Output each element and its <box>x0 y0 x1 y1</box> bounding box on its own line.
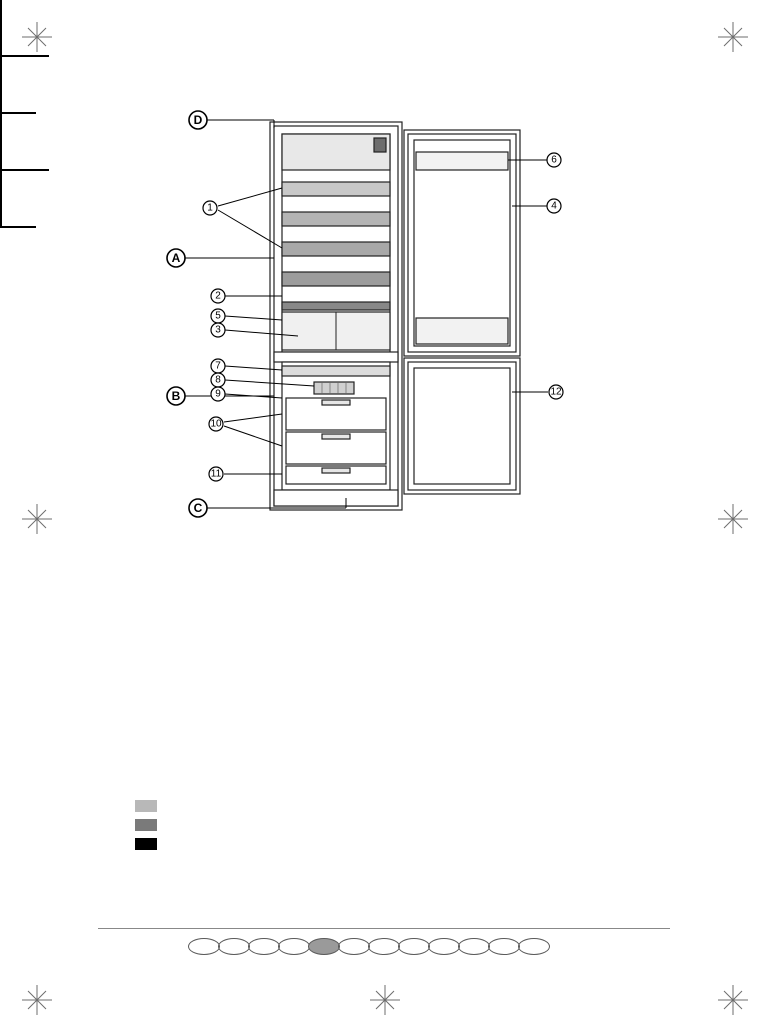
page-dot <box>248 938 280 955</box>
svg-text:8: 8 <box>215 375 221 386</box>
page-dot <box>458 938 490 955</box>
svg-text:4: 4 <box>551 201 557 212</box>
crop-mark-icon <box>718 985 748 1015</box>
crop-mark-icon <box>370 985 400 1015</box>
svg-text:11: 11 <box>211 469 222 480</box>
svg-text:1: 1 <box>207 203 213 214</box>
svg-text:C: C <box>194 501 203 515</box>
crop-mark-icon <box>718 504 748 534</box>
page-trim-edge <box>0 169 49 171</box>
page-dot <box>278 938 310 955</box>
page-dot <box>518 938 550 955</box>
page-dot <box>338 938 370 955</box>
svg-text:7: 7 <box>215 361 221 372</box>
svg-text:B: B <box>172 389 181 403</box>
page-trim-edge <box>0 114 2 169</box>
page-dot <box>368 938 400 955</box>
page-dot <box>398 938 430 955</box>
svg-text:5: 5 <box>215 311 221 322</box>
svg-text:2: 2 <box>215 291 221 302</box>
crop-mark-icon <box>22 985 52 1015</box>
legend-swatch <box>135 800 157 812</box>
svg-text:6: 6 <box>551 155 557 166</box>
page-trim-edge <box>0 0 2 55</box>
page-dot <box>218 938 250 955</box>
legend-swatch <box>135 838 157 850</box>
crop-mark-icon <box>22 504 52 534</box>
page-dot <box>308 938 340 955</box>
legend-row <box>135 798 165 814</box>
svg-text:12: 12 <box>550 387 562 398</box>
page-trim-edge <box>0 112 36 114</box>
svg-text:3: 3 <box>215 325 221 336</box>
page-trim-edge <box>0 57 2 112</box>
legend-row <box>135 817 165 833</box>
svg-text:A: A <box>172 251 181 265</box>
temperature-zone-legend <box>135 798 165 855</box>
legend-row <box>135 836 165 852</box>
page-dot <box>488 938 520 955</box>
appliance-diagram: DABC125378910116412 <box>98 98 670 528</box>
page-trim-edge <box>0 226 36 228</box>
crop-mark-icon <box>22 22 52 52</box>
footer-divider <box>98 928 670 929</box>
page-indicator <box>190 938 550 955</box>
legend-swatch <box>135 819 157 831</box>
page-dot <box>188 938 220 955</box>
svg-text:10: 10 <box>210 419 222 430</box>
svg-text:D: D <box>194 113 203 127</box>
page-trim-edge <box>0 171 2 226</box>
page-trim-edge <box>0 55 49 57</box>
svg-text:9: 9 <box>215 389 221 400</box>
page-dot <box>428 938 460 955</box>
crop-mark-icon <box>718 22 748 52</box>
